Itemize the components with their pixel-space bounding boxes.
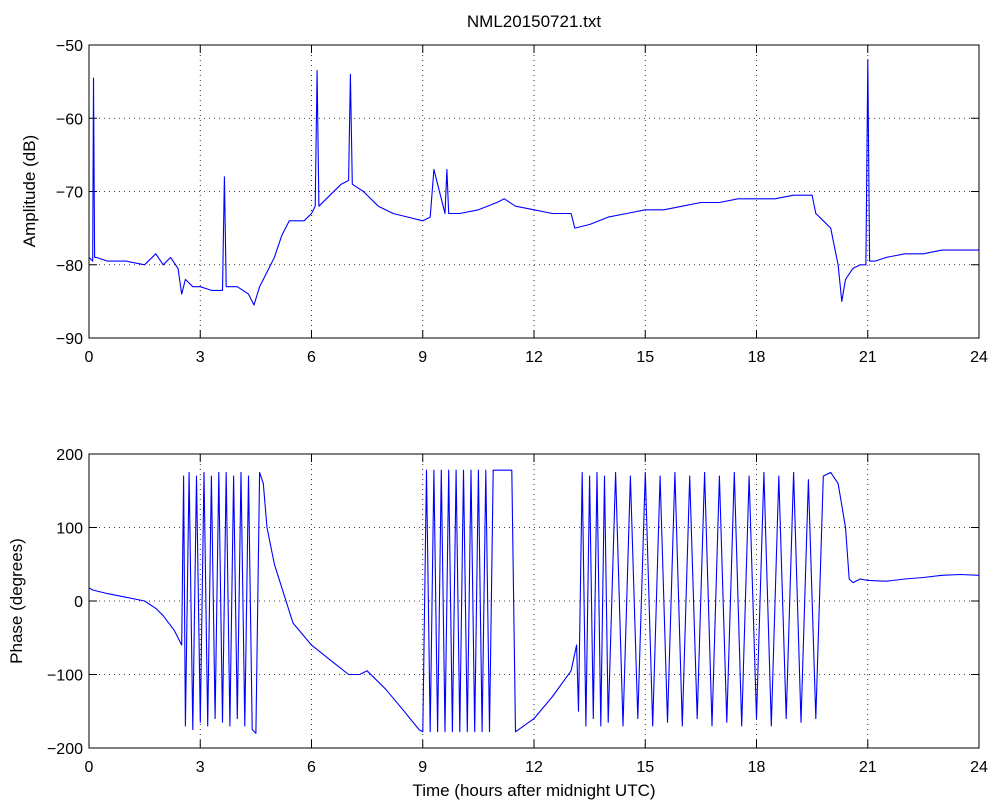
amplitude-xtick-label: 12 — [525, 349, 543, 366]
phase-y-tick-labels: −200 −100 0 100 200 — [47, 447, 83, 758]
amplitude-ytick-label: −60 — [56, 111, 83, 128]
amplitude-panel: 0 3 6 9 12 15 18 21 24 −90 −80 −70 −60 −50 Amplitude… — [20, 38, 988, 366]
phase-series-line — [88, 469, 980, 734]
amplitude-ytick-label: −80 — [56, 258, 83, 275]
phase-ytick-label: 100 — [56, 521, 83, 538]
phase-xtick-label: 18 — [748, 759, 766, 776]
phase-ylabel: Phase (degrees) — [7, 538, 26, 664]
phase-xtick-label: 9 — [418, 759, 427, 776]
amplitude-ytick-label: −70 — [56, 185, 83, 202]
amplitude-grid — [89, 45, 979, 338]
chart-title: NML20150721.txt — [467, 12, 601, 31]
amplitude-xtick-label: 0 — [85, 349, 94, 366]
phase-ytick-label: 0 — [74, 594, 83, 611]
amplitude-xtick-label: 15 — [636, 349, 654, 366]
phase-ticks — [88, 453, 980, 749]
amplitude-xtick-label: 24 — [970, 349, 988, 366]
amplitude-xtick-label: 9 — [418, 349, 427, 366]
amplitude-xtick-label: 6 — [307, 349, 316, 366]
amplitude-series — [88, 59, 979, 306]
phase-xtick-label: 0 — [85, 759, 94, 776]
phase-ytick-label: −100 — [47, 668, 83, 685]
phase-xtick-label: 6 — [307, 759, 316, 776]
phase-xtick-label: 24 — [970, 759, 988, 776]
phase-ytick-label: −200 — [47, 741, 83, 758]
phase-xtick-label: 21 — [859, 759, 877, 776]
amplitude-xtick-label: 18 — [748, 349, 766, 366]
phase-xtick-label: 15 — [636, 759, 654, 776]
phase-panel: 0 3 6 9 12 15 18 21 24 −200 −100 0 100 200 Phase (de… — [7, 447, 988, 800]
phase-ytick-label: 200 — [56, 447, 83, 464]
phase-xtick-label: 3 — [196, 759, 205, 776]
amplitude-series-line — [88, 59, 979, 306]
phase-series — [88, 469, 980, 734]
phase-xtick-label: 12 — [525, 759, 543, 776]
amplitude-xtick-label: 3 — [196, 349, 205, 366]
phase-xlabel: Time (hours after midnight UTC) — [412, 781, 655, 800]
amplitude-y-tick-labels: −90 −80 −70 −60 −50 — [56, 38, 83, 348]
phase-x-tick-labels: 0 3 6 9 12 15 18 21 24 — [85, 759, 988, 776]
amplitude-x-tick-labels: 0 3 6 9 12 15 18 21 24 — [85, 349, 988, 366]
amplitude-ticks — [88, 44, 980, 339]
amplitude-ylabel: Amplitude (dB) — [20, 135, 39, 247]
amplitude-xtick-label: 21 — [859, 349, 877, 366]
amplitude-ytick-label: −50 — [56, 38, 83, 55]
amplitude-ytick-label: −90 — [56, 331, 83, 348]
